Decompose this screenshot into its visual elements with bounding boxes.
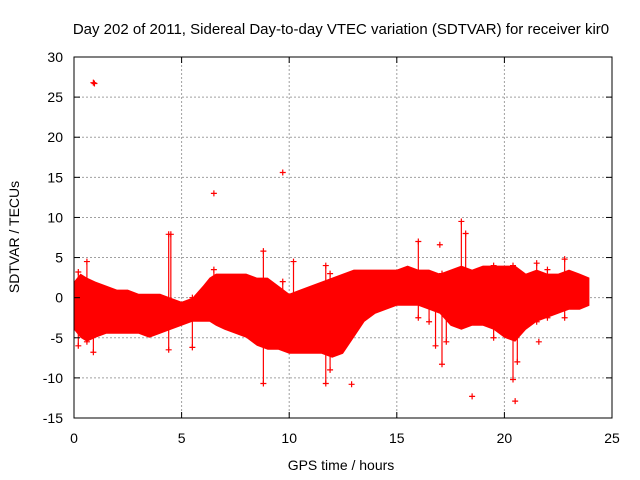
- x-tick-label: 25: [604, 430, 620, 446]
- outlier-point: [535, 338, 542, 345]
- spike-point: [443, 338, 450, 345]
- y-tick-label: -10: [43, 370, 63, 386]
- y-tick-label: 5: [55, 250, 63, 266]
- spike-point: [510, 262, 517, 269]
- spike-point: [290, 342, 297, 349]
- y-tick-label: 20: [47, 129, 63, 145]
- spike-point: [167, 231, 174, 238]
- outlier-point: [436, 241, 443, 248]
- y-tick-label: 15: [47, 169, 63, 185]
- spike-point: [322, 380, 329, 387]
- y-tick-label: 30: [47, 49, 63, 65]
- axis-ticks: [73, 56, 613, 419]
- spike-point: [533, 318, 540, 325]
- spike-point: [561, 314, 568, 321]
- grid-lines: [74, 57, 612, 418]
- y-axis-label: SDTVAR / TECUs: [6, 181, 22, 293]
- spike-point: [279, 278, 286, 285]
- x-tick-label: 10: [281, 430, 297, 446]
- y-tick-label: 25: [47, 89, 63, 105]
- spike-point: [260, 380, 267, 387]
- spike-point: [83, 258, 90, 265]
- spike-point: [279, 318, 286, 325]
- spike-point: [514, 270, 521, 277]
- spike-point: [75, 342, 82, 349]
- y-tick-labels: -15 -10 -5 0 5 10 15 20 25 30: [43, 49, 63, 426]
- spike-point: [544, 314, 551, 321]
- spike-point: [210, 266, 217, 273]
- spike-point: [438, 361, 445, 368]
- spike-point: [260, 248, 267, 255]
- outlier-point: [348, 381, 355, 388]
- x-tick-label: 15: [389, 430, 405, 446]
- spike-point: [510, 376, 517, 383]
- outlier-point: [91, 80, 98, 87]
- x-axis-label: GPS time / hours: [288, 457, 395, 473]
- x-tick-labels: 0 5 10 15 20 25: [70, 430, 620, 446]
- outlier-point: [90, 79, 97, 86]
- outlier-point: [279, 169, 286, 176]
- dense-data-band: [74, 265, 590, 358]
- spike-point: [490, 262, 497, 269]
- spike-point: [322, 262, 329, 269]
- spike-point: [533, 260, 540, 267]
- spike-point: [415, 238, 422, 245]
- outlier-point: [512, 398, 519, 405]
- plot-frame: [73, 56, 613, 419]
- spike-point: [90, 349, 97, 356]
- spike-point: [443, 274, 450, 281]
- spike-point: [432, 342, 439, 349]
- spike-point: [458, 218, 465, 225]
- spike-point: [462, 230, 469, 237]
- spike-point: [75, 268, 82, 275]
- spike-point: [210, 302, 217, 309]
- spike-point: [432, 278, 439, 285]
- spike-point: [167, 322, 174, 329]
- spike-point: [327, 366, 334, 373]
- spike-point: [415, 314, 422, 321]
- y-tick-label: 0: [55, 290, 63, 306]
- y-tick-label: -5: [51, 330, 64, 346]
- x-tick-label: 5: [178, 430, 186, 446]
- x-tick-label: 20: [497, 430, 513, 446]
- spike-point: [514, 358, 521, 365]
- spike-point: [189, 344, 196, 351]
- spike-point: [561, 256, 568, 263]
- spike-point: [290, 258, 297, 265]
- spike-point: [189, 294, 196, 301]
- y-tick-label: 10: [47, 209, 63, 225]
- outlier-point: [210, 190, 217, 197]
- data-points: [74, 79, 590, 405]
- spike-point: [438, 270, 445, 277]
- spike-point: [90, 282, 97, 289]
- spike-point: [462, 278, 469, 285]
- spike-point: [165, 346, 172, 353]
- x-tick-label: 0: [70, 430, 78, 446]
- spike-point: [426, 318, 433, 325]
- spike-point: [426, 270, 433, 277]
- spike-point: [327, 270, 334, 277]
- spike-point: [83, 338, 90, 345]
- y-tick-label: -15: [43, 410, 63, 426]
- chart-title: Day 202 of 2011, Sidereal Day-to-day VTE…: [73, 21, 609, 38]
- spike-point: [490, 334, 497, 341]
- spike-point: [544, 266, 551, 273]
- outlier-point: [469, 393, 476, 400]
